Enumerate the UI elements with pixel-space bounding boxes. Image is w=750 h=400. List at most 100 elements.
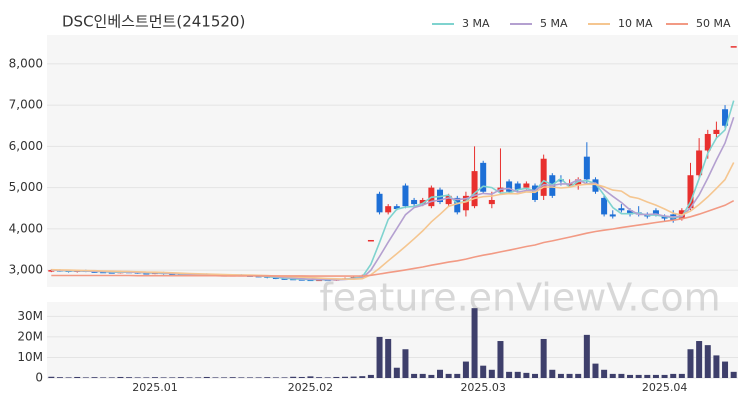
candle-body <box>583 156 590 180</box>
y-tick-label: 10M <box>17 350 43 364</box>
volume-bar <box>117 376 124 378</box>
candle-body <box>143 272 150 275</box>
volume-bar <box>557 373 564 378</box>
price-panel <box>47 35 738 287</box>
y-tick-label: 6,000 <box>9 139 43 153</box>
volume-bar <box>367 374 374 378</box>
volume-bar <box>428 374 435 378</box>
volume-bar <box>333 376 340 378</box>
candle-body <box>540 158 547 196</box>
candle-body <box>272 277 279 280</box>
volume-bar <box>497 341 504 378</box>
legend-label: 3 MA <box>462 17 490 30</box>
volume-bar <box>195 377 202 378</box>
volume-bar <box>402 349 409 378</box>
volume-bar <box>471 308 478 378</box>
volume-bar <box>609 373 616 378</box>
volume-panel <box>47 302 738 378</box>
volume-bar <box>221 377 228 378</box>
volume-bar <box>540 338 547 378</box>
candle-body <box>402 185 409 207</box>
volume-bar <box>713 355 720 378</box>
candle-body <box>713 129 720 134</box>
volume-bar <box>454 373 461 378</box>
candle-body <box>367 239 374 242</box>
volume-bar <box>437 369 444 378</box>
volume-bar <box>186 377 193 378</box>
volume-bar <box>212 377 219 378</box>
volume-bar <box>65 377 72 378</box>
y-tick-label: 8,000 <box>9 56 43 70</box>
x-tick-label: 2025.04 <box>642 381 688 394</box>
volume-bar <box>514 371 521 378</box>
y-tick-label: 20M <box>17 329 43 343</box>
volume-bar <box>722 361 729 378</box>
volume-bar <box>134 377 141 378</box>
candle-body <box>169 273 176 276</box>
candle-body <box>385 206 392 213</box>
volume-bar <box>532 373 539 378</box>
volume-bar <box>627 374 634 378</box>
volume-bar <box>462 361 469 378</box>
candle-body <box>393 206 400 210</box>
volume-bar <box>48 376 55 378</box>
volume-bar <box>730 371 737 378</box>
volume-bar <box>74 376 81 378</box>
candle-body <box>488 199 495 205</box>
volume-bar <box>341 376 348 378</box>
volume-bar <box>592 363 599 378</box>
y-tick-label: 3,000 <box>9 263 43 277</box>
volume-bar <box>696 341 703 378</box>
volume-bar <box>203 376 210 378</box>
volume-bar <box>704 345 711 378</box>
volume-bar <box>91 377 98 378</box>
volume-bar <box>82 377 89 378</box>
candle-body <box>687 175 694 209</box>
volume-bar <box>549 369 556 378</box>
candle-body <box>652 210 659 215</box>
y-tick-label: 30M <box>17 309 43 323</box>
volume-bar <box>661 374 668 378</box>
candle-body <box>454 197 461 213</box>
candle-body <box>618 208 625 211</box>
volume-bar <box>385 338 392 378</box>
candle-body <box>609 214 616 217</box>
ma-line <box>51 199 735 277</box>
candle-body <box>730 46 737 48</box>
candle-body <box>575 179 582 186</box>
candle-body <box>514 183 521 190</box>
volume-bar <box>126 377 133 378</box>
volume-bar <box>169 377 176 378</box>
candle-body <box>480 162 487 192</box>
volume-bar <box>324 377 331 378</box>
y-tick-label: 7,000 <box>9 98 43 112</box>
volume-bar <box>350 376 357 378</box>
candle-body <box>557 179 564 182</box>
candle-body <box>471 171 478 207</box>
volume-bar <box>506 371 513 378</box>
candle-body <box>704 133 711 151</box>
candle-body <box>445 195 452 205</box>
volume-bar <box>583 334 590 378</box>
volume-bar <box>523 372 530 378</box>
y-tick-label: 5,000 <box>9 180 43 194</box>
volume-bar <box>393 367 400 378</box>
volume-bar <box>108 377 115 378</box>
candle-body <box>627 210 634 215</box>
volume-bar <box>480 365 487 378</box>
volume-bar <box>445 373 452 378</box>
volume-bar <box>290 376 297 378</box>
legend-label: 50 MA <box>696 17 731 30</box>
candle-body <box>411 199 418 205</box>
volume-bar <box>670 373 677 378</box>
candle-body <box>696 150 703 176</box>
y-tick-label: 0 <box>35 371 43 385</box>
volume-bar <box>644 374 651 378</box>
volume-bar <box>177 377 184 378</box>
volume-bar <box>376 336 383 378</box>
volume-bar <box>229 377 236 378</box>
chart-title: DSC인베스트먼트(241520) <box>62 13 245 31</box>
candle-body <box>506 181 513 192</box>
candle-body <box>91 271 98 273</box>
